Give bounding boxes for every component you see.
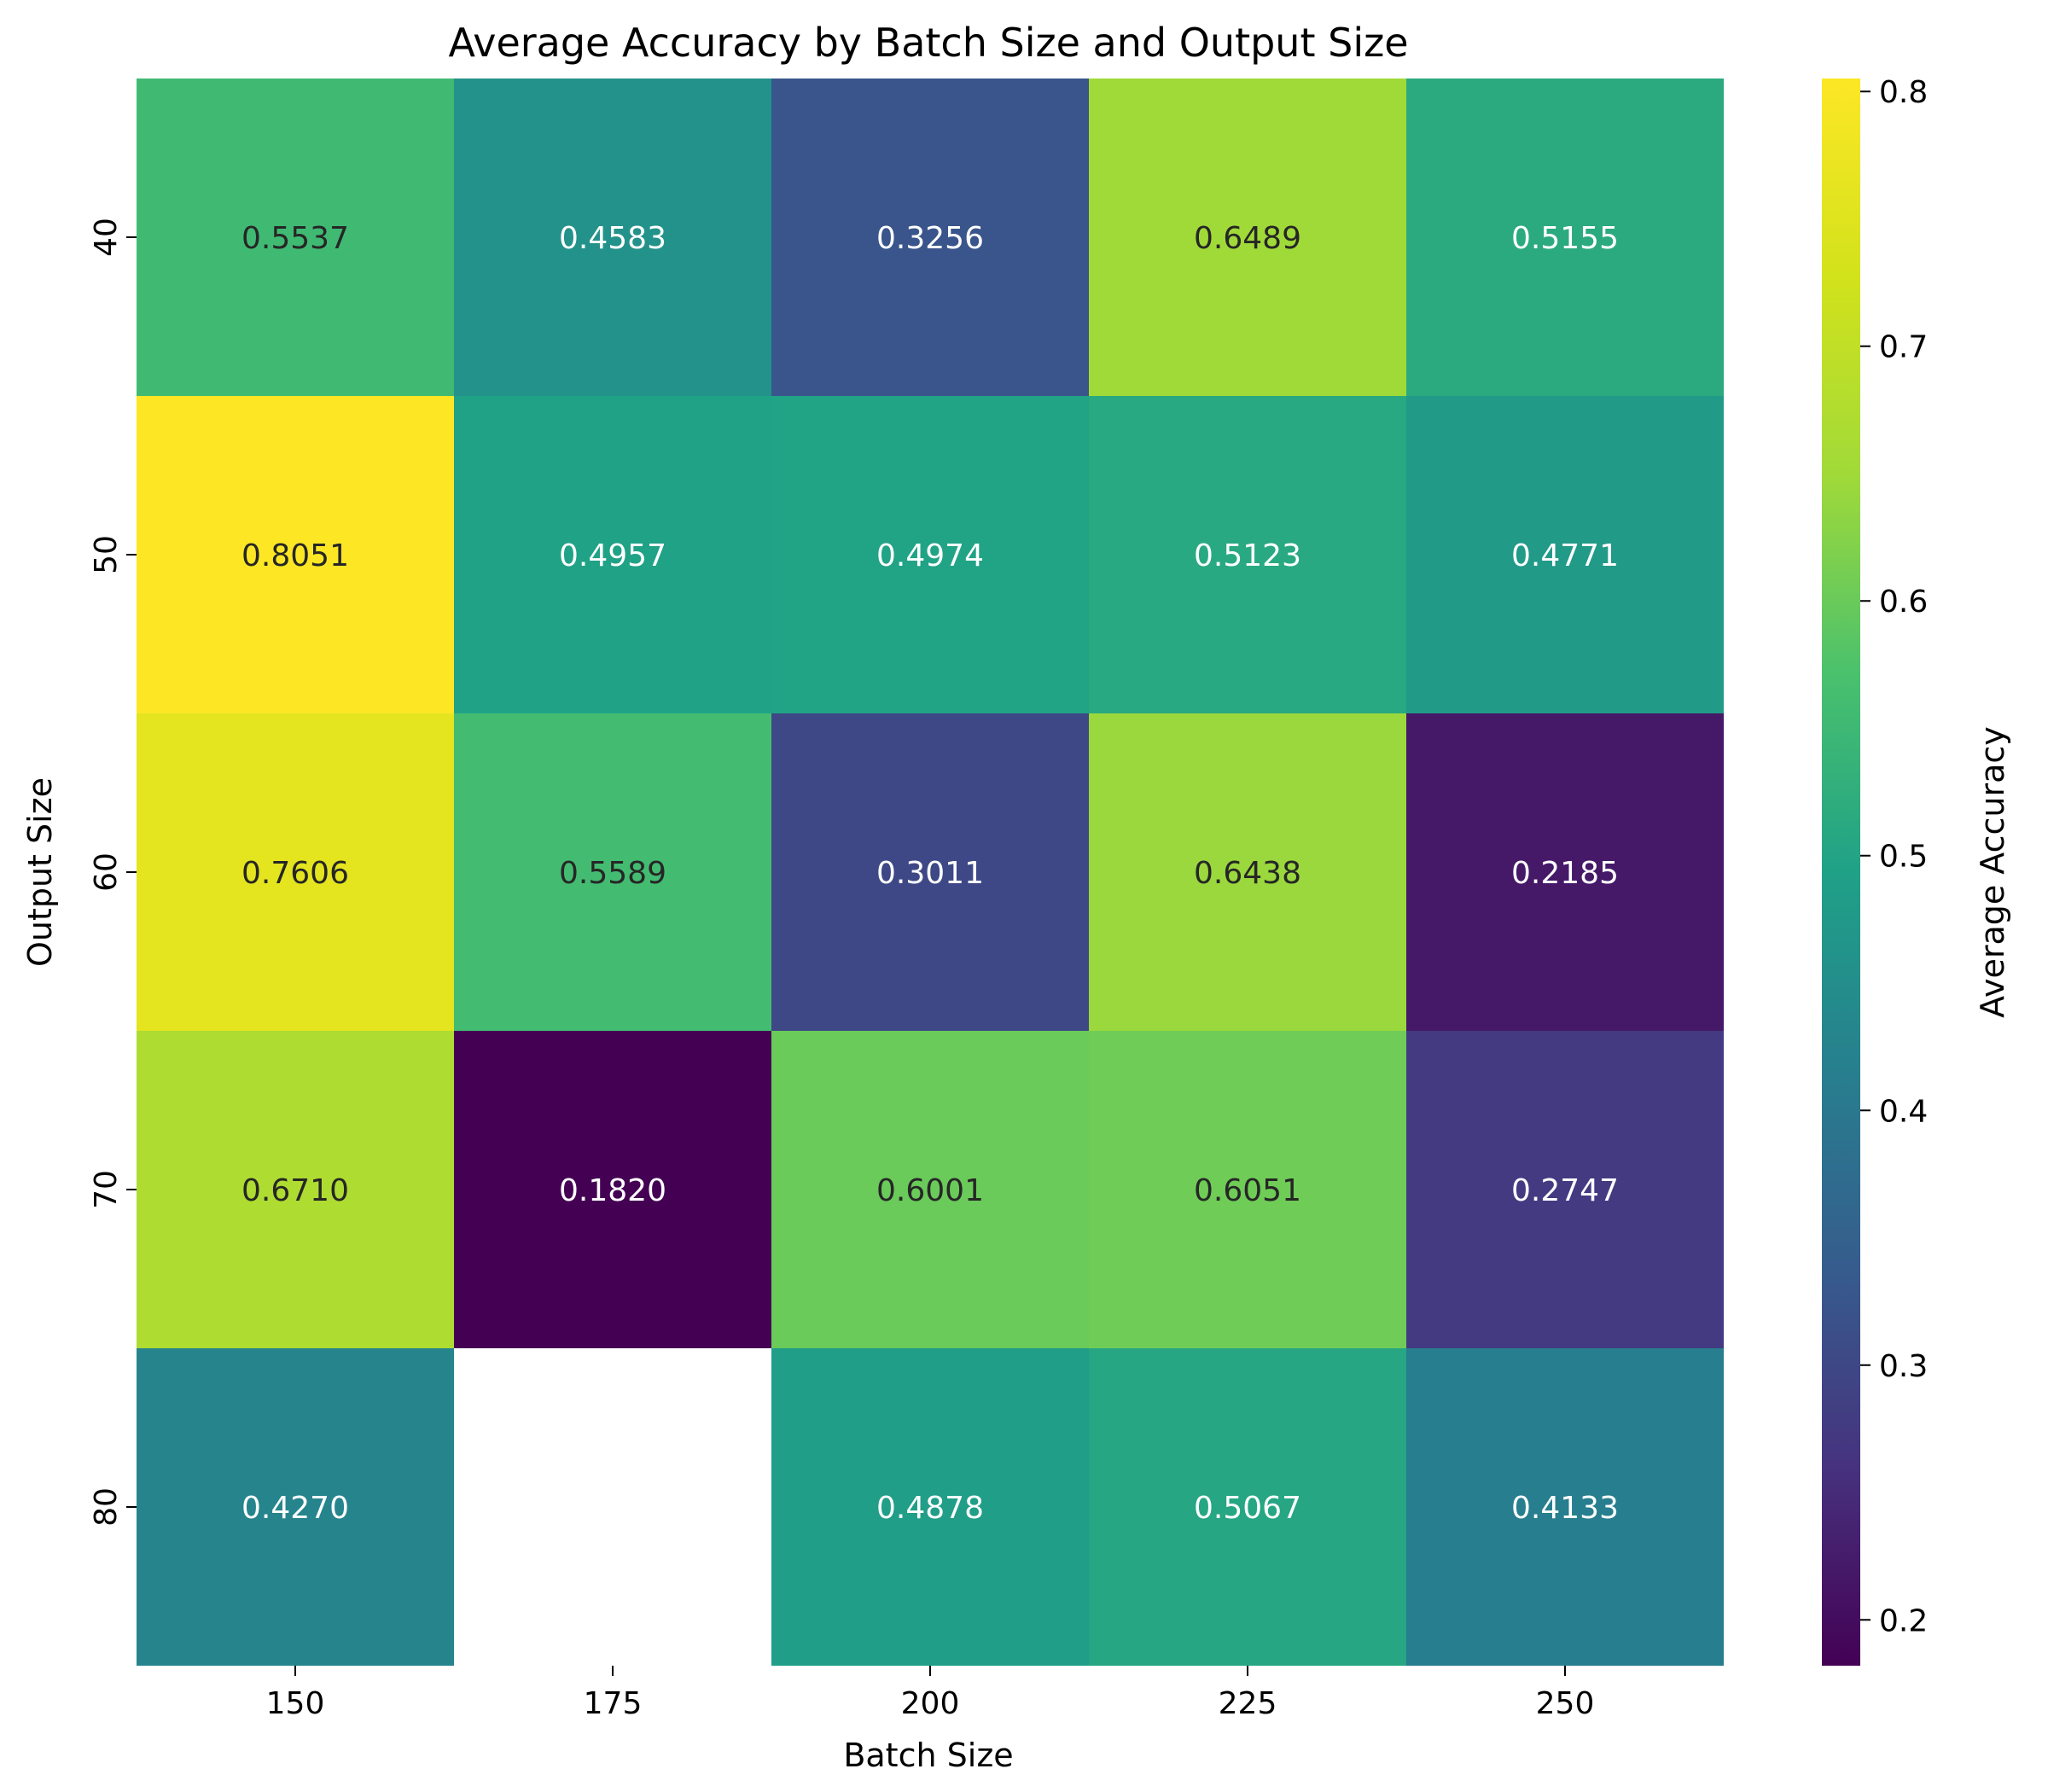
cell-value-label: 0.6489 [1194,221,1301,256]
cell-value-label: 0.6051 [1194,1173,1301,1208]
heatmap-cell-40-150 [137,79,454,396]
heatmap-cell-70-150 [137,1031,454,1348]
colorbar-tick-label: 0.5 [1879,840,1928,875]
cell-value-label: 0.4583 [559,221,666,256]
chart-title: Average Accuracy by Batch Size and Outpu… [448,20,1408,66]
y-axis-ticks: 40 50 60 70 80 [89,218,137,1527]
heatmap-cell-60-150 [137,713,454,1031]
colorbar-ticks: 0.2 0.3 0.4 0.5 0.6 0.7 0.8 [1860,75,1928,1638]
cell-value-label: 0.8051 [241,538,349,573]
heatmap-cell-50-200 [771,396,1089,713]
colorbar-label: Average Accuracy [1974,726,2011,1018]
cell-value-label: 0.4270 [241,1491,349,1526]
cell-value-label: 0.5123 [1194,538,1301,573]
cell-value-label: 0.3011 [876,856,984,891]
y-tick-label: 40 [89,218,124,257]
cell-value-label: 0.6710 [241,1173,349,1208]
cell-value-label: 0.4957 [559,538,666,573]
cell-value-label: 0.4878 [876,1491,984,1526]
heatmap-cell-40-250 [1406,79,1724,396]
x-tick-label: 250 [1536,1686,1595,1721]
heatmap-cell-60-225 [1089,713,1406,1031]
cell-value-label: 0.4771 [1511,538,1619,573]
heatmap-cell-70-225 [1089,1031,1406,1348]
cell-value-label: 0.5155 [1511,221,1619,256]
heatmap-cell-40-200 [771,79,1089,396]
cell-value-label: 0.5537 [241,221,349,256]
cell-value-label: 0.6438 [1194,856,1301,891]
x-tick-label: 200 [901,1686,960,1721]
y-tick-label: 60 [89,852,124,892]
heatmap-cell-50-175 [454,396,771,713]
y-tick-label: 70 [89,1170,124,1209]
colorbar-tick-label: 0.6 [1879,585,1928,620]
x-tick-label: 175 [584,1686,643,1721]
heatmap-cell-80-225 [1089,1348,1406,1666]
x-tick-label: 150 [266,1686,325,1721]
x-tick-label: 225 [1219,1686,1277,1721]
colorbar-tick-label: 0.8 [1879,75,1928,110]
x-axis-label: Batch Size [843,1737,1013,1774]
colorbar-tick-label: 0.4 [1879,1094,1928,1129]
cell-value-label: 0.6001 [876,1173,984,1208]
heatmap-cell-70-175 [454,1031,771,1348]
y-tick-label: 80 [89,1487,124,1527]
y-tick-label: 50 [89,535,124,574]
heatmap-cell-labels: 0.5537 0.4583 0.3256 0.6489 0.5155 0.8051 0.49… [241,221,1619,1526]
heatmap-cell-40-175 [454,79,771,396]
heatmap-cell-40-225 [1089,79,1406,396]
heatmap-cell-60-200 [771,713,1089,1031]
heatmap-cell-80-150 [137,1348,454,1666]
cell-value-label: 0.2747 [1511,1173,1619,1208]
heatmap-cells [137,79,1724,1666]
heatmap-cell-50-225 [1089,396,1406,713]
y-axis-label: Output Size [21,777,59,967]
colorbar-tick-label: 0.3 [1879,1349,1928,1384]
cell-value-label: 0.1820 [559,1173,666,1208]
heatmap-cell-50-250 [1406,396,1724,713]
heatmap-cell-80-200 [771,1348,1089,1666]
cell-value-label: 0.5067 [1194,1491,1301,1526]
heatmap-cell-60-175 [454,713,771,1031]
colorbar-tick-label: 0.7 [1879,330,1928,365]
x-axis-ticks: 150 175 200 225 250 [266,1666,1595,1721]
cell-value-label: 0.7606 [241,856,349,891]
heatmap-cell-60-250 [1406,713,1724,1031]
heatmap-cell-70-250 [1406,1031,1724,1348]
heatmap-cell-80-250 [1406,1348,1724,1666]
cell-value-label: 0.2185 [1511,856,1619,891]
cell-value-label: 0.4133 [1511,1491,1619,1526]
colorbar-tick-label: 0.2 [1879,1603,1928,1638]
heatmap-cell-50-150 [137,396,454,713]
colorbar [1822,79,1860,1666]
cell-value-label: 0.3256 [876,221,984,256]
heatmap-cell-70-200 [771,1031,1089,1348]
cell-value-label: 0.5589 [559,856,666,891]
cell-value-label: 0.4974 [876,538,984,573]
